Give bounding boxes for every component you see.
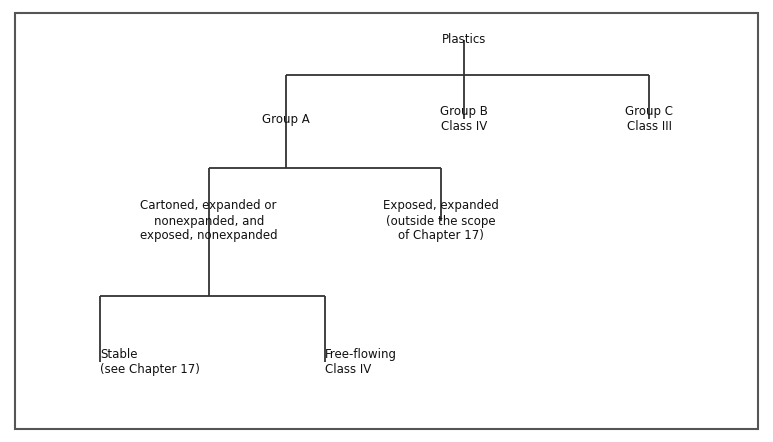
Text: Cartoned, expanded or
nonexpanded, and
exposed, nonexpanded: Cartoned, expanded or nonexpanded, and e… <box>140 199 278 243</box>
Text: Exposed, expanded
(outside the scope
of Chapter 17): Exposed, expanded (outside the scope of … <box>383 199 499 243</box>
Text: Group C
Class III: Group C Class III <box>625 105 673 133</box>
Text: Group A: Group A <box>262 113 310 126</box>
Text: Free-flowing
Class IV: Free-flowing Class IV <box>325 348 397 377</box>
Text: Stable
(see Chapter 17): Stable (see Chapter 17) <box>100 348 200 377</box>
Text: Group B
Class IV: Group B Class IV <box>440 105 488 133</box>
Text: Plastics: Plastics <box>441 33 486 46</box>
